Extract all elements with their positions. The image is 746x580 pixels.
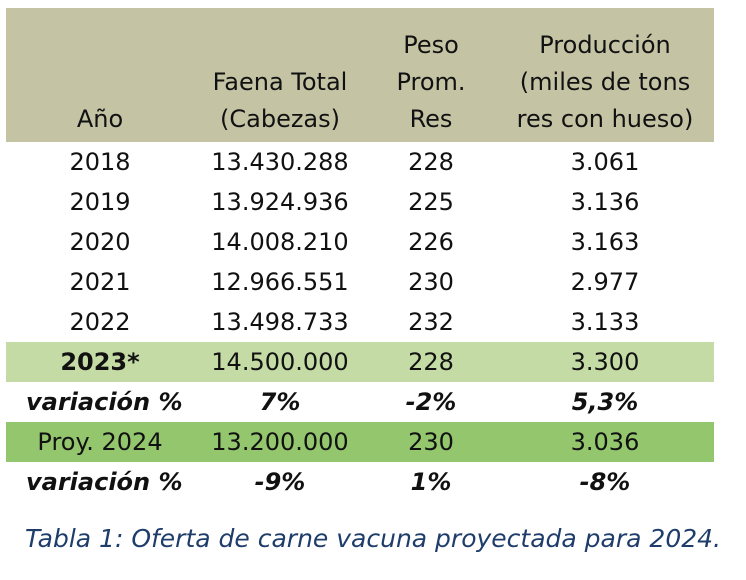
cell-slaughter: 14.500.000 [211,348,349,376]
cell-year: Proy. 2024 [37,428,163,456]
cell-weight: 230 [408,428,454,456]
table-caption: Tabla 1: Oferta de carne vacuna proyecta… [25,524,721,553]
cell-weight: 228 [408,348,454,376]
cell-weight: 228 [408,148,454,176]
cell-weight: 230 [408,268,454,296]
header-avg-weight: Peso Prom. Res [396,31,466,133]
cell-production: 2.977 [570,268,640,296]
header-slaughter-total: Faena Total (Cabezas) [212,68,348,133]
beef-supply-table: Año Faena Total (Cabezas) Peso Prom. Res… [6,8,714,502]
cell-production: 3.036 [570,428,640,456]
table-row-projection-2024: Proy. 2024 13.200.000 230 3.036 [6,422,714,462]
table-row: 2020 14.008.210 226 3.163 [6,222,714,262]
data-table-container: Año Faena Total (Cabezas) Peso Prom. Res… [6,8,714,502]
cell-slaughter: 13.200.000 [211,428,349,456]
cell-production: 3.136 [570,188,640,216]
cell-weight: 226 [408,228,454,256]
cell-variation-slaughter: 7% [259,388,301,416]
cell-slaughter: 14.008.210 [211,228,349,256]
header-year: Año [76,105,124,133]
header-production: Producción (miles de tons res con hueso) [516,31,694,133]
cell-variation-slaughter: -9% [254,468,306,496]
table-row: 2018 13.430.288 228 3.061 [6,142,714,182]
cell-year: 2022 [69,308,131,336]
cell-production: 3.133 [570,308,640,336]
cell-variation-production: 5,3% [571,388,639,416]
cell-variation-weight: -2% [405,388,457,416]
cell-year: 2021 [69,268,131,296]
cell-variation-production: -8% [579,468,631,496]
cell-year: 2020 [69,228,131,256]
cell-slaughter: 13.498.733 [211,308,349,336]
table-row-2023: 2023* 14.500.000 228 3.300 [6,342,714,382]
cell-weight: 225 [408,188,454,216]
table-header-row: Año Faena Total (Cabezas) Peso Prom. Res… [6,8,714,142]
cell-year: 2019 [69,188,131,216]
table-row: 2019 13.924.936 225 3.136 [6,182,714,222]
cell-production: 3.163 [570,228,640,256]
cell-production: 3.061 [570,148,640,176]
cell-slaughter: 12.966.551 [211,268,349,296]
cell-production: 3.300 [570,348,640,376]
table-row-variation: variación % -9% 1% -8% [6,462,714,502]
cell-variation-label: variación % [26,468,183,496]
cell-variation-label: variación % [26,388,183,416]
cell-year: 2023* [60,348,140,376]
cell-variation-weight: 1% [410,468,452,496]
table-row-variation: variación % 7% -2% 5,3% [6,382,714,422]
cell-year: 2018 [69,148,131,176]
table-row: 2021 12.966.551 230 2.977 [6,262,714,302]
table-row: 2022 13.498.733 232 3.133 [6,302,714,342]
cell-slaughter: 13.924.936 [211,188,349,216]
cell-weight: 232 [408,308,454,336]
cell-slaughter: 13.430.288 [211,148,349,176]
